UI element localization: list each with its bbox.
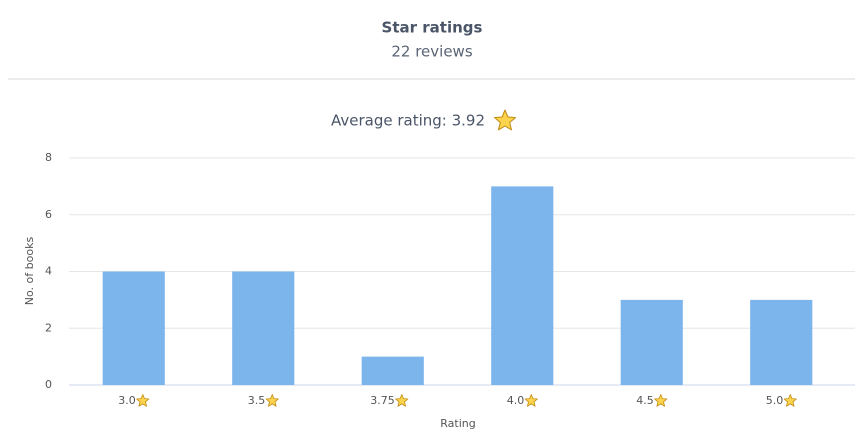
star-icon	[494, 109, 516, 131]
x-tick-label: 4.0	[507, 394, 525, 407]
bar	[750, 299, 813, 385]
y-tick-label: 6	[45, 208, 52, 221]
star-icon	[265, 394, 279, 407]
chart-title: Star ratings	[382, 19, 483, 37]
star-icon	[395, 394, 409, 407]
average-rating: Average rating: 3.92	[331, 112, 485, 130]
x-tick-label: 3.0	[118, 394, 136, 407]
bar	[102, 271, 165, 385]
bar	[232, 271, 295, 385]
x-tick-label: 3.5	[248, 394, 266, 407]
star-icon	[654, 394, 668, 407]
chart-subtitle: 22 reviews	[391, 43, 472, 61]
star-icon	[136, 394, 150, 407]
x-axis-label: Rating	[440, 417, 475, 430]
y-tick-label: 2	[45, 321, 52, 334]
bar	[491, 186, 554, 385]
star-icon	[524, 394, 538, 407]
star-icon	[783, 394, 797, 407]
x-tick-label: 3.75	[370, 394, 395, 407]
x-tick-label: 5.0	[766, 394, 784, 407]
y-tick-label: 0	[45, 378, 52, 391]
bar	[620, 299, 683, 385]
bar	[361, 356, 424, 385]
y-axis-label: No. of books	[23, 237, 36, 306]
y-tick-label: 4	[45, 265, 52, 278]
x-tick-label: 4.5	[636, 394, 654, 407]
y-tick-label: 8	[45, 151, 52, 164]
